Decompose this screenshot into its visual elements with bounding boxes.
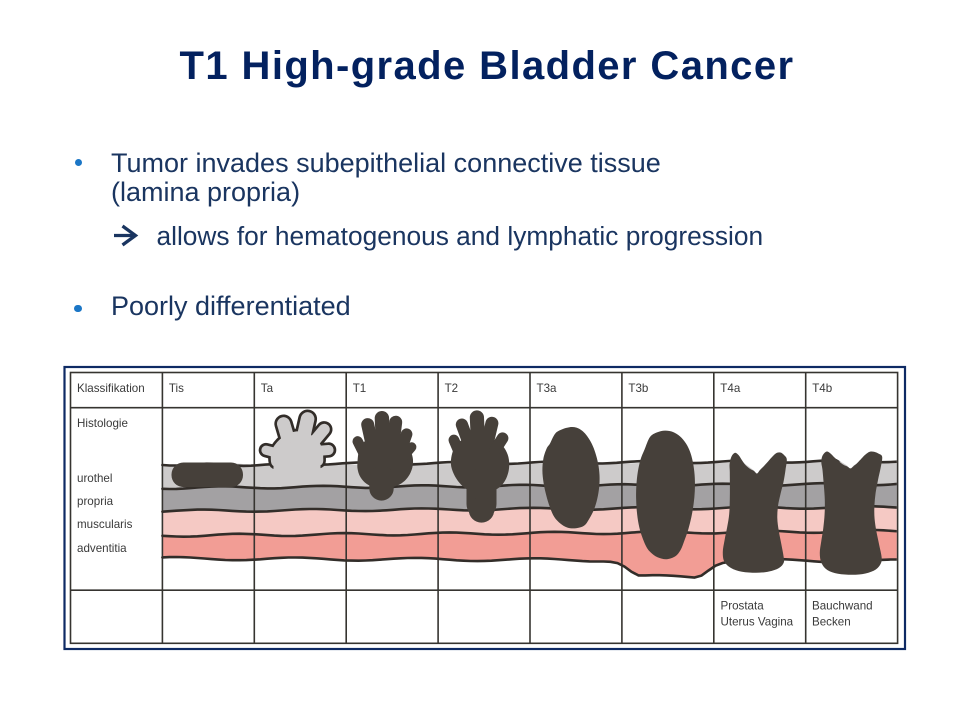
svg-text:T3a: T3a — [537, 382, 558, 395]
svg-text:Tis: Tis — [169, 382, 184, 395]
svg-text:Klassifikation: Klassifikation — [77, 382, 145, 395]
svg-text:urothel: urothel — [77, 472, 112, 485]
svg-text:propria: propria — [77, 495, 114, 508]
svg-text:T1: T1 — [353, 382, 367, 395]
svg-text:Histologie: Histologie — [77, 417, 128, 430]
svg-text:Ta: Ta — [261, 382, 274, 395]
svg-text:Uterus Vagina: Uterus Vagina — [721, 616, 794, 629]
svg-text:T4b: T4b — [812, 382, 832, 395]
svg-text:Bauchwand: Bauchwand — [812, 600, 873, 613]
svg-text:T2: T2 — [445, 382, 459, 395]
svg-text:Prostata: Prostata — [721, 600, 765, 613]
svg-text:T3b: T3b — [628, 382, 648, 395]
svg-text:T4a: T4a — [720, 382, 741, 395]
svg-text:adventitia: adventitia — [77, 542, 127, 555]
svg-text:muscularis: muscularis — [77, 518, 133, 531]
svg-text:Becken: Becken — [812, 616, 851, 629]
